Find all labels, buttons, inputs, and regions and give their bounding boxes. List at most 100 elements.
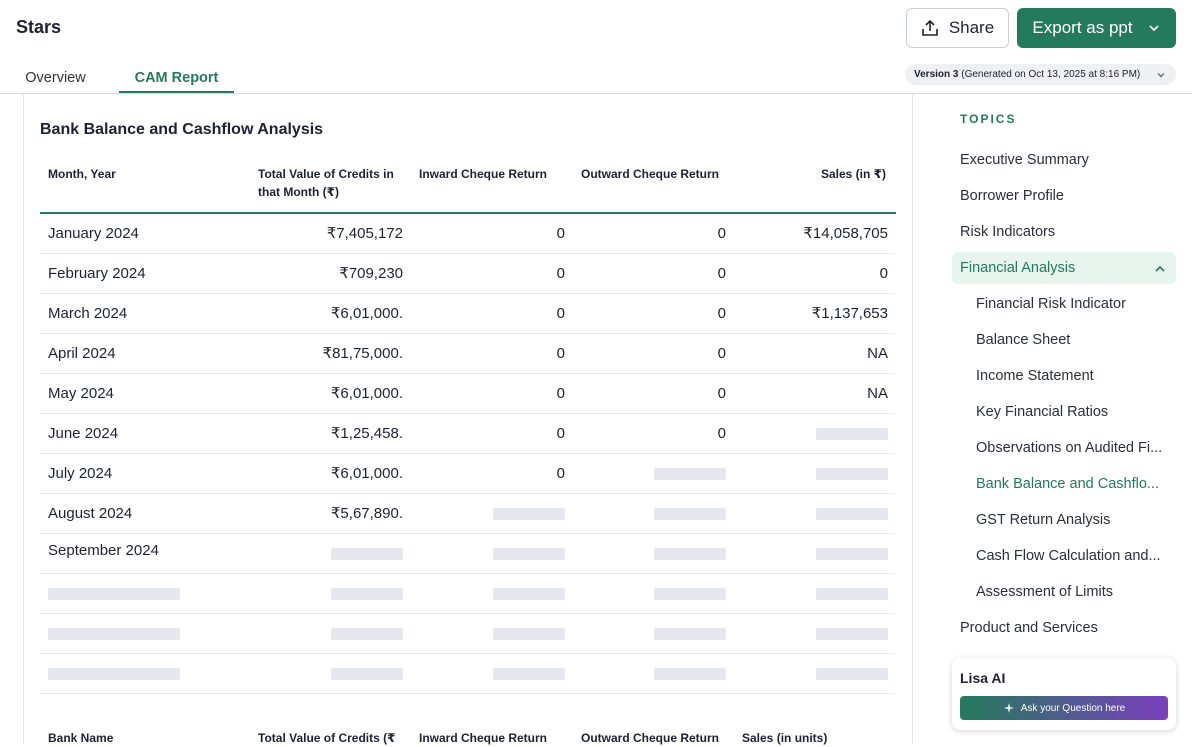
header-rule [40,212,896,214]
skeleton [816,548,888,560]
cell: 0 [556,225,565,242]
cell: ₹7,405,172 [326,225,403,242]
export-button[interactable]: Export as ppt [1017,8,1176,48]
column-header: Month, Year [48,167,116,181]
panel-border [23,94,24,744]
page-title: Stars [16,17,62,37]
skeleton [816,668,888,680]
cell: August 2024 [48,505,133,522]
row-divider [40,453,895,454]
cell: 0 [556,345,565,362]
cell: 0 [556,465,565,482]
cell: ₹6,01,000. [330,385,403,402]
cell: 0 [717,265,726,282]
assistant-title: Lisa AI [960,670,1006,686]
skeleton [331,628,403,640]
row-divider [40,413,895,414]
subtopic[interactable]: Cash Flow Calculation and... [976,548,1161,564]
cell: 0 [717,345,726,362]
share-label: Share [948,18,995,37]
topic[interactable]: Borrower Profile [960,188,1064,204]
tab[interactable]: Overview [25,70,86,86]
subtopic[interactable]: Bank Balance and Cashflo... [976,476,1159,492]
tabs: Overview CAM Report [0,66,260,94]
cell: ₹6,01,000. [330,465,403,482]
row-divider [40,613,895,614]
version-detail: (Generated on Oct 13, 2025 at 8:16 PM) [961,69,1141,80]
skeleton [654,468,726,480]
cell: 0 [556,305,565,322]
topic[interactable]: Executive Summary [960,152,1089,168]
row-divider [40,373,895,374]
cell: NA [867,385,888,402]
assistant-prompt: Ask your Question here [1020,702,1126,714]
cell: 0 [717,305,726,322]
chevron-up[interactable] [1154,263,1166,275]
skeleton [654,508,726,520]
skeleton [816,468,888,480]
cell: March 2024 [48,305,128,322]
cell: 0 [879,265,888,282]
cell: ₹81,75,000. [322,345,403,362]
cell: ₹709,230 [339,265,403,282]
topic-highlight [952,252,1176,284]
column-header: Inward Cheque Return [419,731,548,745]
subtopic[interactable]: Assessment of Limits [976,584,1113,600]
cell: February 2024 [48,265,146,282]
topic[interactable]: Product and Services [960,620,1098,636]
share-button[interactable]: Share [906,8,1009,48]
chevron-down [1157,73,1165,78]
skeleton [493,548,565,560]
export-label: Export as ppt [1032,18,1133,37]
row-divider [40,293,895,294]
column-header: Total Value of Credits (₹ [258,731,396,745]
topic[interactable]: Risk Indicators [960,224,1056,240]
skeleton [654,548,726,560]
version-label: Version 3 [914,69,959,80]
subtopic[interactable]: Observations on Audited Fi... [976,440,1163,456]
topic[interactable]: Financial Analysis [960,260,1076,276]
cell: ₹5,67,890. [330,505,403,522]
row-divider [40,253,895,254]
skeleton [48,588,180,600]
skeleton [654,668,726,680]
version-pill[interactable]: Version 3 (Generated on Oct 13, 2025 at … [905,64,1176,85]
cell: May 2024 [48,385,114,402]
cell: 0 [556,425,565,442]
row-divider [40,533,895,534]
share-icon [922,19,938,36]
subtopic[interactable]: Income Statement [976,368,1094,384]
column-header: Outward Cheque Return [581,731,720,745]
column-header: Sales (in units) [742,731,828,745]
cell: 0 [717,385,726,402]
skeleton [654,628,726,640]
cell: ₹6,01,000. [330,305,403,322]
divider [0,93,1192,94]
subtopic[interactable]: Financial Risk Indicator [976,296,1126,312]
cell: 0 [556,385,565,402]
cell: January 2024 [48,225,139,242]
subtopic[interactable]: GST Return Analysis [976,512,1111,528]
skeleton [816,588,888,600]
cell: 0 [556,265,565,282]
skeleton [816,628,888,640]
cell: ₹1,25,458. [330,425,403,442]
column-header: Inward Cheque Return [419,167,548,181]
skeleton [493,668,565,680]
cell: 0 [717,425,726,442]
column-header: Sales (in ₹) [820,167,886,181]
chevron-down [1148,25,1159,32]
tab[interactable]: CAM Report [134,70,219,86]
skeleton [816,428,888,440]
row-divider [40,653,895,654]
cell: June 2024 [48,425,119,442]
assistant-button[interactable]: Ask your Question here [960,696,1168,720]
skeleton [48,628,180,640]
column-header: Bank Name [48,731,114,745]
cell: April 2024 [48,345,116,362]
subtopic[interactable]: Key Financial Ratios [976,404,1109,420]
section-title: Bank Balance and Cashflow Analysis [40,121,324,138]
skeleton [816,508,888,520]
subtopic[interactable]: Balance Sheet [976,332,1071,348]
